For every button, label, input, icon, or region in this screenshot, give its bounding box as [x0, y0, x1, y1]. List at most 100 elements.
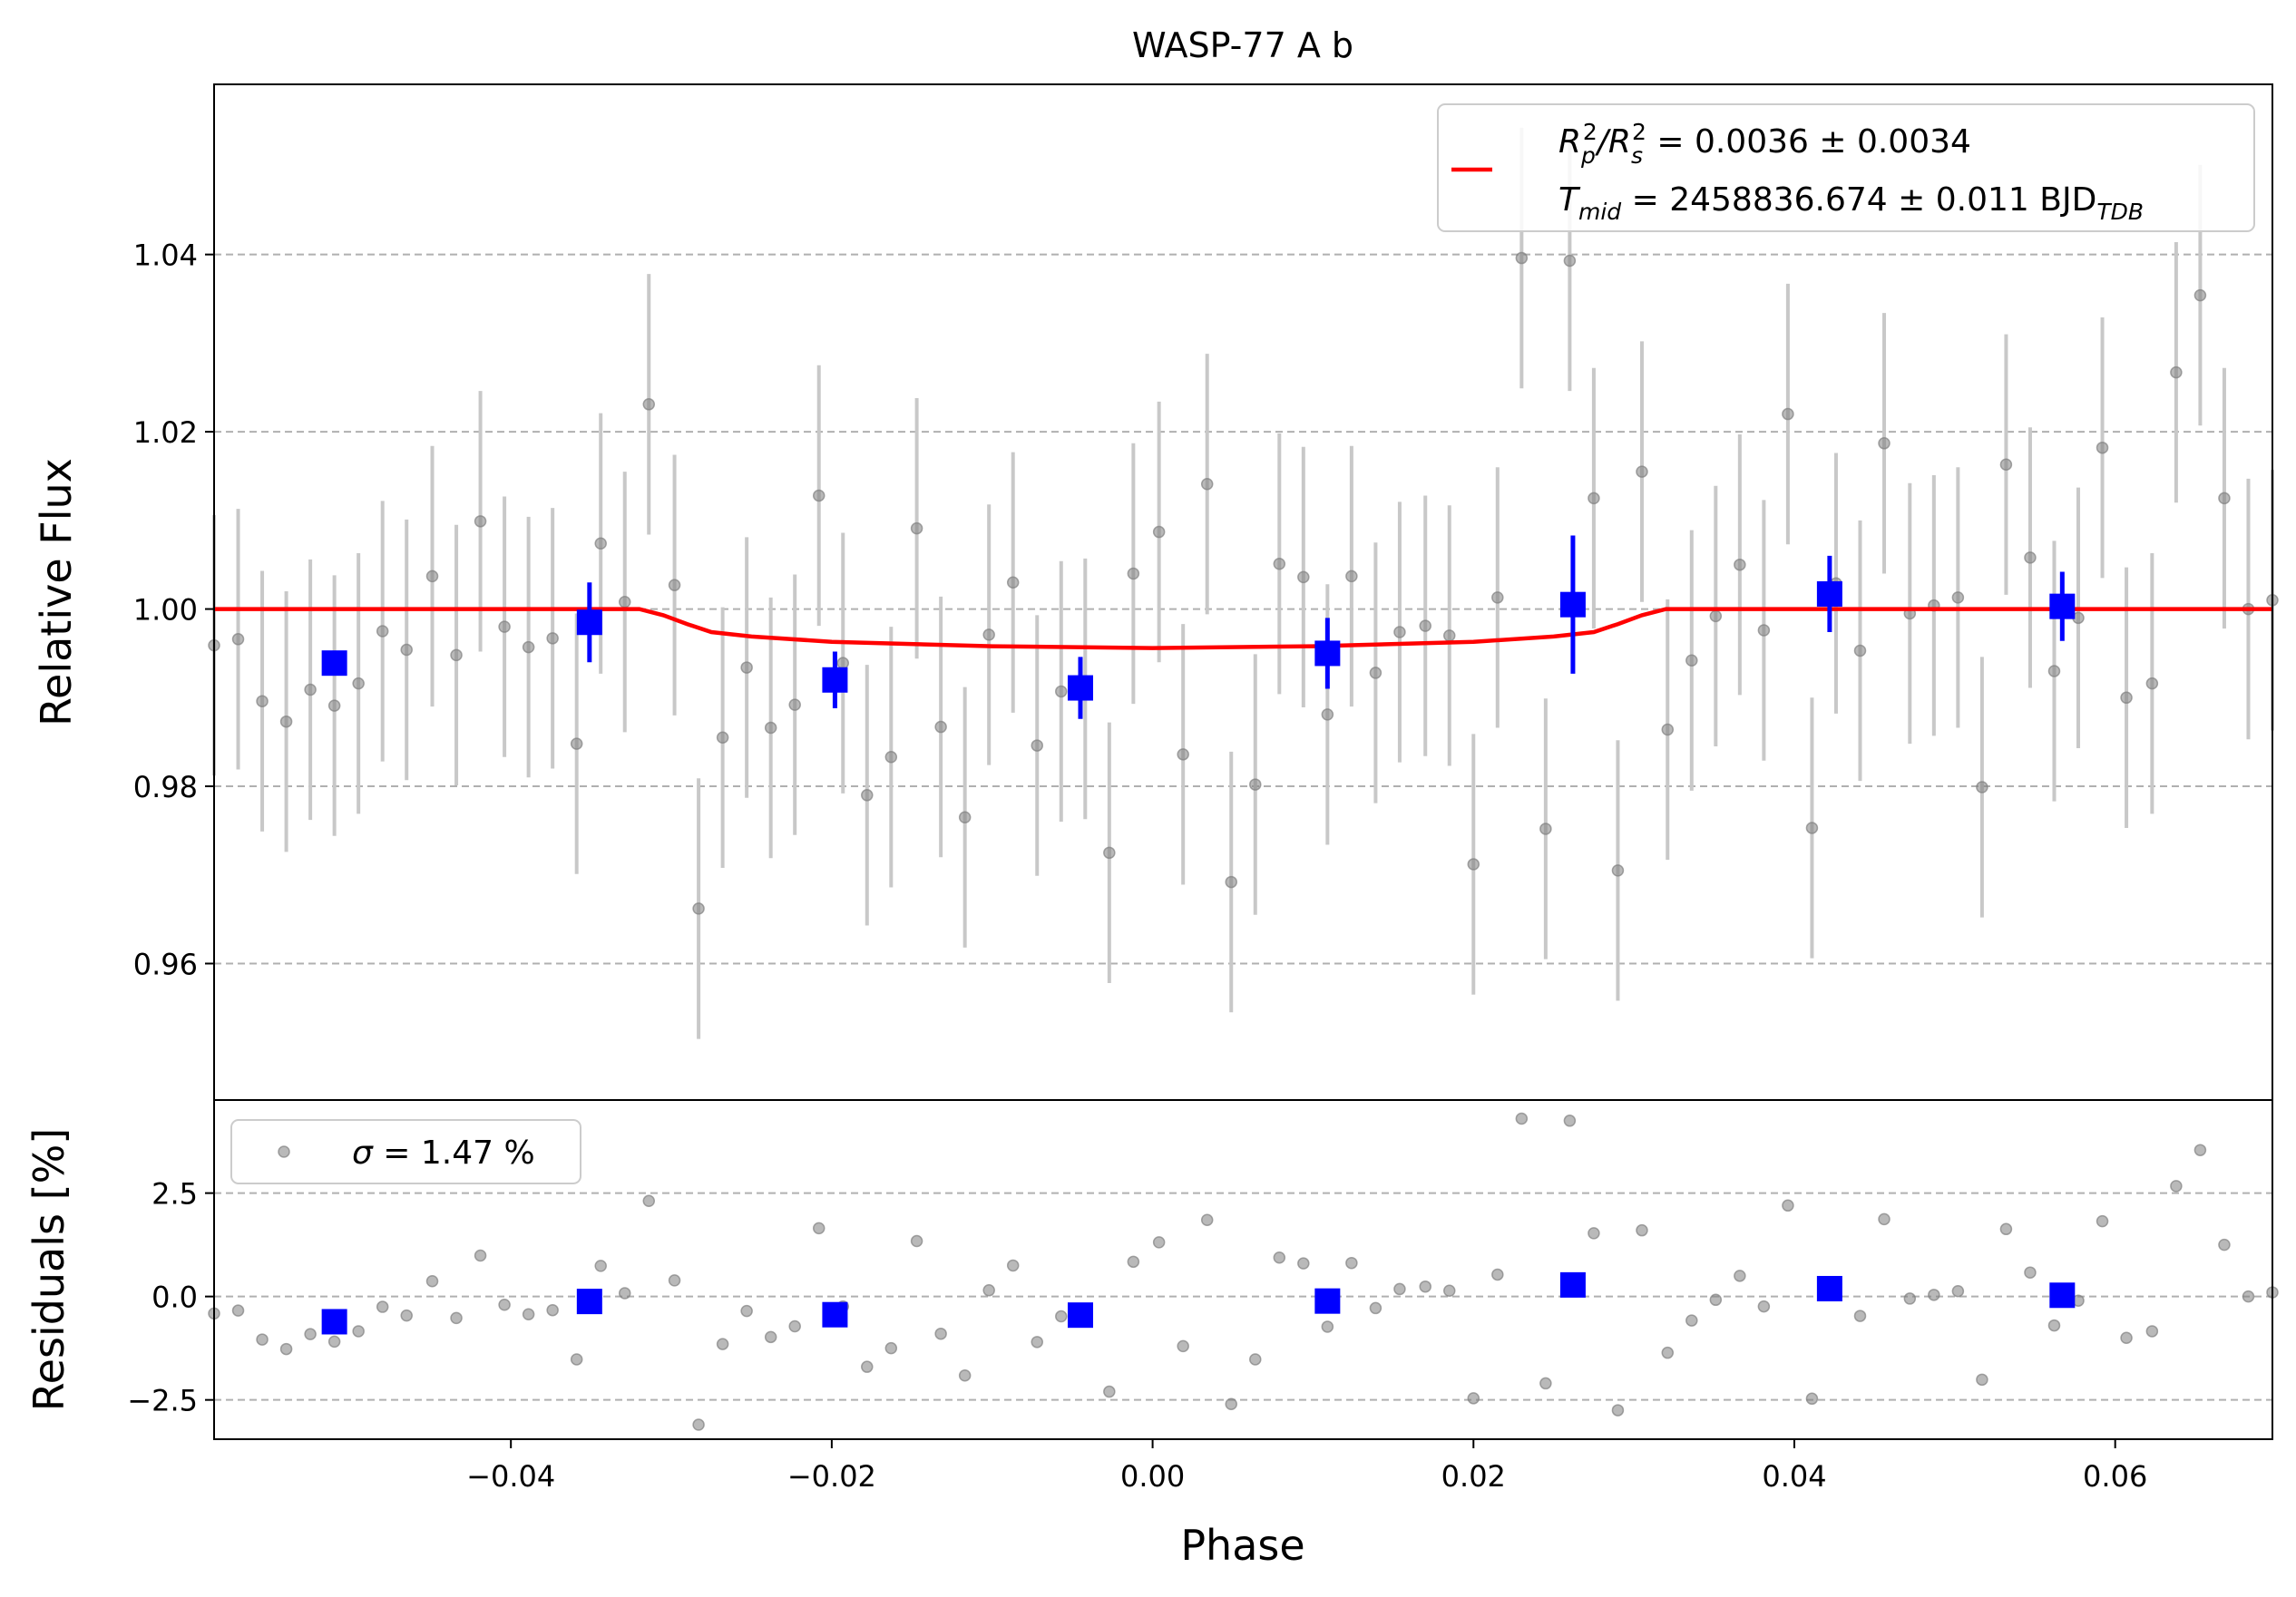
residual-point [1611, 1404, 1625, 1417]
residuals-legend-marker [278, 1145, 290, 1158]
residual-point [352, 1325, 365, 1338]
x-axis-label: Phase [1180, 1521, 1304, 1570]
residual-point [1103, 1385, 1116, 1398]
raw-point [2120, 691, 2133, 705]
raw-point [1467, 858, 1480, 871]
raw-point [474, 515, 487, 528]
raw-point [376, 625, 389, 638]
residual-point [1928, 1289, 1940, 1301]
main-ytick-label: 1.00 [133, 593, 198, 628]
raw-point [1055, 685, 1068, 698]
raw-point [546, 632, 559, 645]
binned-point [1314, 640, 1341, 667]
main-legend-box [1437, 103, 2255, 232]
residual-point [1976, 1373, 1988, 1387]
raw-point [1878, 437, 1891, 450]
raw-point [1200, 478, 1214, 491]
residual-point [1321, 1320, 1334, 1333]
raw-point [836, 657, 850, 669]
raw-point [256, 695, 269, 707]
residual-point [1757, 1300, 1771, 1313]
residual-point [522, 1308, 535, 1321]
residual-point [1903, 1292, 1917, 1305]
raw-point [1393, 626, 1406, 638]
residual-point [1249, 1353, 1262, 1366]
residual-point [546, 1303, 559, 1317]
residual-point [692, 1418, 705, 1431]
main-legend-depth-entry: Rp2/Rs2 = 0.0036 ± 0.0034 [1558, 119, 1971, 169]
residual-point [788, 1319, 801, 1333]
residuals-y-axis-label: Residuals [%] [24, 1128, 73, 1411]
residual-point [425, 1275, 439, 1288]
raw-point [861, 789, 874, 802]
raw-point [740, 661, 753, 674]
raw-point [1661, 723, 1675, 736]
raw-point [1563, 254, 1577, 268]
raw-point [2047, 665, 2061, 677]
raw-point [1031, 739, 1043, 752]
residual-point [570, 1353, 583, 1366]
raw-point [618, 596, 631, 609]
raw-point [1127, 567, 1140, 580]
residual-point [1127, 1255, 1140, 1269]
residual-point [764, 1330, 777, 1344]
raw-point [1006, 576, 1020, 589]
raw-point [1345, 570, 1358, 583]
main-ytick-label: 0.96 [133, 947, 198, 981]
residual-point [958, 1369, 972, 1382]
residuals-legend: σ = 1.47 % [230, 1119, 581, 1184]
residual-point [327, 1335, 341, 1349]
residual-binned-point [1067, 1302, 1093, 1329]
raw-point [1297, 570, 1310, 584]
residuals-ytick-label: 0.0 [151, 1281, 198, 1315]
residual-point [1588, 1227, 1600, 1240]
residual-binned-point [1816, 1275, 1842, 1301]
raw-point [934, 720, 947, 734]
raw-point [2024, 551, 2037, 564]
raw-point [1152, 525, 1166, 539]
residual-point [2024, 1266, 2037, 1279]
residual-point [1491, 1268, 1504, 1281]
raw-point [450, 648, 463, 662]
main-panel: 0.96 0.98 1.00 1.02 1.04 Relative Flux Rp2/R… [32, 83, 2279, 1101]
main-legend: Rp2/Rs2 = 0.0036 ± 0.0034 Tmid = 2458836… [1437, 103, 2255, 232]
residual-point [1467, 1392, 1480, 1405]
raw-point [400, 643, 413, 657]
binned-point [321, 650, 347, 677]
residual-point [1055, 1310, 1068, 1323]
residuals-axes-frame [213, 1099, 2273, 1440]
residual-binned-point [1559, 1271, 1586, 1298]
residual-point [1661, 1346, 1675, 1359]
residual-point [256, 1333, 269, 1346]
residual-point [1177, 1339, 1189, 1353]
residuals-binned-points [321, 1271, 2076, 1335]
raw-point [1853, 644, 1867, 657]
residual-point [812, 1222, 826, 1235]
residual-binned-point [576, 1289, 602, 1315]
residual-point [1782, 1199, 1794, 1212]
residual-point [1200, 1213, 1214, 1227]
main-ytick-label: 1.02 [133, 415, 198, 450]
residuals-raw-points [208, 1112, 2279, 1431]
residual-point [1539, 1377, 1552, 1390]
binned-point [822, 667, 848, 693]
residual-point [1443, 1284, 1456, 1298]
residual-point [861, 1360, 874, 1373]
raw-point [570, 737, 583, 750]
raw-point [1709, 609, 1723, 623]
raw-point [788, 698, 801, 711]
raw-point [231, 633, 245, 646]
raw-point [982, 628, 995, 641]
raw-point [1273, 557, 1286, 570]
residual-point [594, 1260, 607, 1272]
raw-point [1636, 465, 1648, 478]
residual-point [740, 1304, 753, 1318]
residual-point [2218, 1238, 2231, 1251]
binned-point [1067, 675, 1093, 701]
raw-point [1951, 591, 1965, 604]
raw-point [1611, 864, 1625, 877]
residual-point [1515, 1112, 1529, 1125]
raw-point [425, 570, 439, 583]
residual-point [2047, 1319, 2061, 1332]
